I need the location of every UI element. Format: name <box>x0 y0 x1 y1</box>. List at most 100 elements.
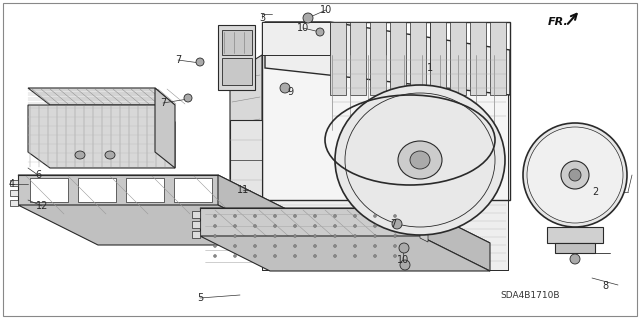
Ellipse shape <box>75 151 85 159</box>
Ellipse shape <box>253 255 257 257</box>
Ellipse shape <box>214 225 216 227</box>
Ellipse shape <box>400 260 410 270</box>
Polygon shape <box>390 22 406 95</box>
Ellipse shape <box>398 141 442 179</box>
Ellipse shape <box>316 28 324 36</box>
Polygon shape <box>10 200 18 206</box>
Ellipse shape <box>314 225 317 227</box>
Ellipse shape <box>314 255 317 257</box>
Ellipse shape <box>294 244 296 248</box>
Text: 4: 4 <box>9 179 15 189</box>
Ellipse shape <box>374 225 376 227</box>
Polygon shape <box>126 178 164 202</box>
Ellipse shape <box>314 244 317 248</box>
Ellipse shape <box>353 244 356 248</box>
Text: 7: 7 <box>160 98 166 108</box>
Polygon shape <box>218 175 298 245</box>
Ellipse shape <box>234 244 237 248</box>
Ellipse shape <box>303 13 313 23</box>
Ellipse shape <box>333 225 337 227</box>
Ellipse shape <box>234 225 237 227</box>
Ellipse shape <box>353 234 356 238</box>
Ellipse shape <box>234 255 237 257</box>
Polygon shape <box>18 175 298 215</box>
Ellipse shape <box>394 214 397 218</box>
Ellipse shape <box>214 255 216 257</box>
Ellipse shape <box>234 234 237 238</box>
Ellipse shape <box>374 255 376 257</box>
Ellipse shape <box>399 243 409 253</box>
Ellipse shape <box>253 244 257 248</box>
Ellipse shape <box>196 58 204 66</box>
Ellipse shape <box>333 244 337 248</box>
Polygon shape <box>420 211 428 222</box>
Text: 8: 8 <box>602 281 608 291</box>
Ellipse shape <box>333 255 337 257</box>
Polygon shape <box>547 227 603 243</box>
Polygon shape <box>490 22 506 95</box>
Polygon shape <box>330 22 346 95</box>
Polygon shape <box>218 25 255 90</box>
Polygon shape <box>262 22 330 55</box>
Text: 11: 11 <box>237 185 249 195</box>
Text: 10: 10 <box>397 255 409 265</box>
Ellipse shape <box>234 214 237 218</box>
Ellipse shape <box>353 214 356 218</box>
Polygon shape <box>420 221 428 232</box>
Ellipse shape <box>410 151 430 169</box>
Ellipse shape <box>394 234 397 238</box>
Ellipse shape <box>214 234 216 238</box>
Polygon shape <box>420 231 428 242</box>
Polygon shape <box>200 208 490 243</box>
Ellipse shape <box>314 214 317 218</box>
Ellipse shape <box>280 83 290 93</box>
Polygon shape <box>18 205 298 245</box>
Ellipse shape <box>335 85 505 235</box>
Ellipse shape <box>253 214 257 218</box>
Ellipse shape <box>570 254 580 264</box>
Polygon shape <box>78 178 116 202</box>
Ellipse shape <box>253 225 257 227</box>
Polygon shape <box>350 22 366 95</box>
Ellipse shape <box>353 255 356 257</box>
Polygon shape <box>230 120 262 200</box>
Polygon shape <box>430 22 446 95</box>
Text: 3: 3 <box>259 13 265 23</box>
Polygon shape <box>450 22 466 95</box>
Polygon shape <box>470 22 486 95</box>
Ellipse shape <box>294 255 296 257</box>
Ellipse shape <box>333 214 337 218</box>
Polygon shape <box>200 208 420 236</box>
Ellipse shape <box>214 214 216 218</box>
Polygon shape <box>10 180 18 186</box>
Polygon shape <box>155 88 175 168</box>
Ellipse shape <box>374 234 376 238</box>
Ellipse shape <box>392 219 402 229</box>
Text: 7: 7 <box>390 219 396 229</box>
Ellipse shape <box>273 214 276 218</box>
Ellipse shape <box>561 161 589 189</box>
Polygon shape <box>410 22 426 95</box>
Polygon shape <box>555 243 595 253</box>
Text: 5: 5 <box>197 293 203 303</box>
Text: FR.: FR. <box>548 17 569 27</box>
Ellipse shape <box>253 234 257 238</box>
Polygon shape <box>192 231 200 238</box>
Polygon shape <box>192 211 200 218</box>
Text: SDA4B1710B: SDA4B1710B <box>500 291 560 300</box>
Polygon shape <box>230 55 262 220</box>
Polygon shape <box>28 88 175 105</box>
Ellipse shape <box>273 234 276 238</box>
Text: 1: 1 <box>427 63 433 73</box>
Text: 10: 10 <box>297 23 309 33</box>
Ellipse shape <box>105 151 115 159</box>
Ellipse shape <box>374 214 376 218</box>
Ellipse shape <box>353 225 356 227</box>
Ellipse shape <box>394 255 397 257</box>
Polygon shape <box>200 236 490 271</box>
Text: 7: 7 <box>175 55 181 65</box>
Polygon shape <box>30 178 68 202</box>
Polygon shape <box>265 22 510 95</box>
Polygon shape <box>28 105 175 168</box>
Polygon shape <box>18 175 218 205</box>
